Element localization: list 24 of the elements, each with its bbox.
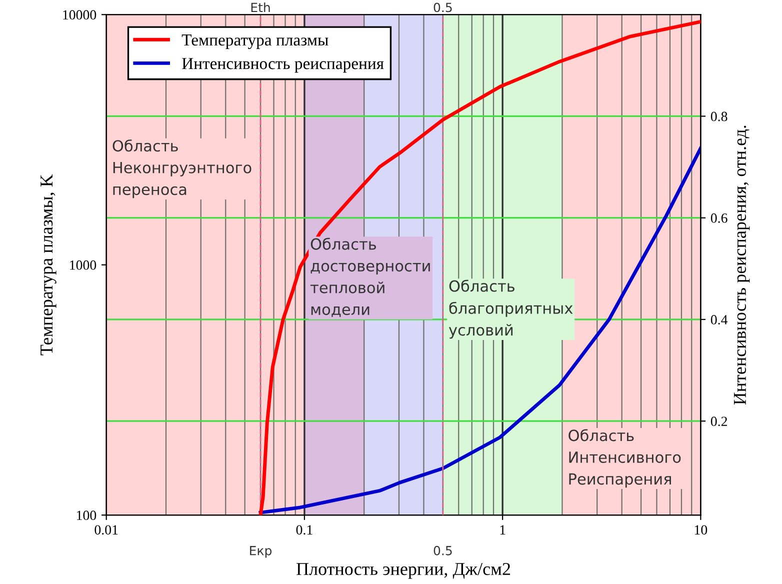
x-axis-title: Плотность энергии, Дж/см2 [296, 562, 510, 579]
y2-tick-label: 0.2 [710, 416, 727, 426]
annotation: Область Неконгруэнтного переноса [112, 140, 252, 198]
y-tick-label: 1000 [70, 260, 96, 270]
y-tick-label: 10000 [63, 10, 96, 20]
x-tick-label: 10 [694, 525, 708, 535]
annotation: Eth [251, 2, 270, 12]
y-axis-title: Температура плазмы, K [40, 174, 56, 356]
x-tick-label: 0.01 [94, 525, 118, 535]
y2-tick-label: 0.6 [710, 213, 728, 223]
y2-tick-label: 0.4 [710, 315, 728, 324]
y2-tick-label: 0.8 [710, 112, 728, 122]
annotation: 0.5 [434, 2, 452, 12]
legend-label: Температура плазмы [182, 34, 328, 50]
legend-label: Интенсивность реиспарения [182, 58, 384, 73]
x-tick-label: 0.1 [296, 525, 312, 535]
ref-line-label: Eкр [250, 546, 272, 558]
ref-line-label: 0.5 [434, 546, 452, 556]
annotation: Область Интенсивного Реиспарения [568, 429, 681, 488]
y-tick-label: 100 [77, 510, 96, 520]
y2-axis-title: Интенсивность реиспарения, отн.ед. [734, 126, 750, 405]
annotation: Область достоверности тепловой модели [310, 238, 430, 317]
x-tick-label: 1 [500, 525, 506, 534]
annotation: Область благоприятных условий [448, 280, 573, 339]
